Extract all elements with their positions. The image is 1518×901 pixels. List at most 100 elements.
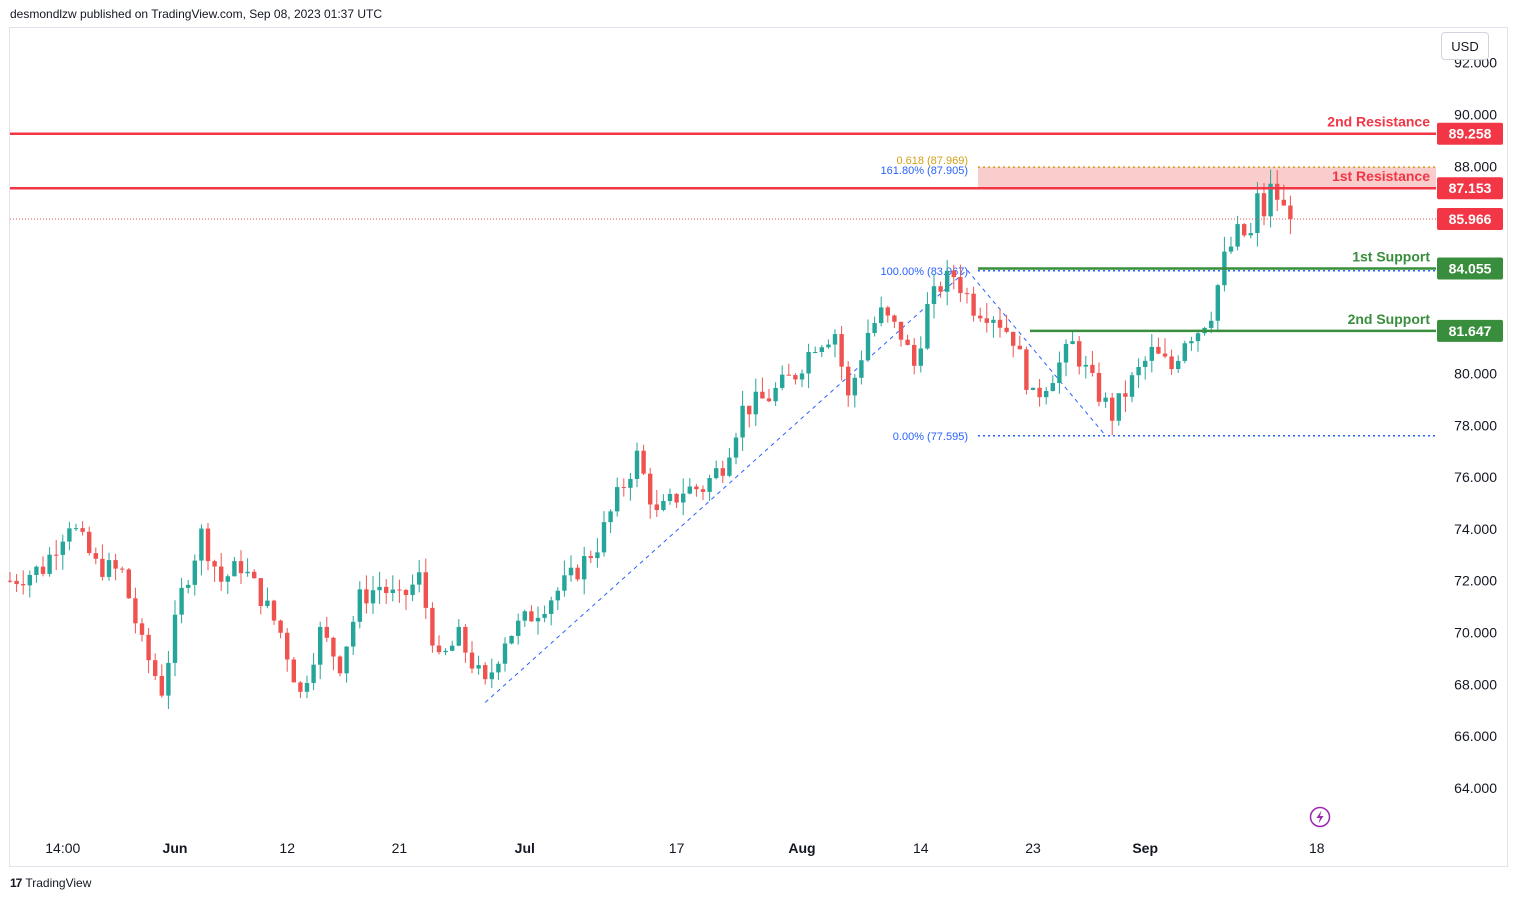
candle-body — [1129, 375, 1135, 397]
candle-body — [417, 572, 422, 585]
candle-body — [106, 560, 112, 577]
y-tick-label: 90.000 — [1454, 107, 1497, 123]
candle-body — [978, 315, 983, 319]
candle-body — [542, 613, 547, 618]
candle-body — [139, 623, 145, 635]
x-tick-label: Aug — [788, 840, 815, 856]
candle-body — [1024, 349, 1029, 390]
candle-body — [1162, 353, 1168, 357]
candle-body — [351, 621, 356, 647]
candle-body — [1143, 360, 1148, 368]
fib-level-1618-label: 161.80% (87.905) — [881, 165, 968, 177]
candle-body — [146, 634, 151, 661]
candle-body — [232, 561, 237, 577]
candle-body — [199, 528, 204, 561]
candle-body — [384, 586, 389, 594]
candle-body — [568, 567, 574, 576]
candle-body — [753, 391, 758, 415]
candle-body — [918, 348, 923, 366]
candle-body — [912, 344, 917, 366]
candle-body — [780, 374, 785, 388]
candle-body — [793, 375, 798, 380]
x-tick-label: 17 — [669, 840, 685, 856]
candle-body — [951, 270, 956, 278]
candle-body — [925, 304, 930, 349]
candle-body — [1288, 205, 1293, 219]
candle-body — [1004, 327, 1009, 332]
candle-body — [370, 590, 376, 604]
candle-body — [463, 626, 468, 653]
candle-body — [502, 643, 508, 664]
candle-body — [661, 500, 666, 511]
candle-body — [403, 589, 409, 596]
candle-body — [291, 659, 296, 683]
candle-body — [179, 587, 184, 615]
2nd-resistance-price-label: 89.258 — [1449, 126, 1492, 142]
candle-body — [285, 632, 290, 660]
candle-body — [997, 319, 1003, 328]
last-price-label: 85.966 — [1449, 211, 1492, 227]
y-tick-label: 72.000 — [1454, 573, 1497, 589]
candle-body — [1083, 364, 1088, 367]
footer-brand-label: TradingView — [25, 876, 92, 890]
candle-body — [364, 589, 369, 604]
candle-body — [436, 645, 442, 653]
candle-body — [60, 541, 65, 555]
x-tick-label: 18 — [1309, 840, 1325, 856]
candle-body — [648, 473, 653, 505]
candle-body — [7, 580, 13, 582]
candle-body — [601, 522, 607, 553]
candle-body — [687, 486, 692, 494]
candle-body — [390, 589, 395, 594]
candle-body — [859, 360, 864, 378]
candle-body — [14, 580, 19, 585]
candle-body — [958, 277, 963, 294]
candle-body — [654, 504, 659, 511]
candles — [7, 169, 1293, 709]
candle-body — [212, 561, 217, 567]
candle-body — [522, 611, 527, 621]
candle-body — [898, 321, 904, 340]
candle-body — [628, 478, 633, 488]
candle-body — [766, 398, 772, 402]
candle-body — [450, 645, 455, 651]
candle-body — [747, 405, 752, 415]
x-tick-label: 14:00 — [45, 840, 80, 856]
candle-body — [799, 373, 805, 380]
y-tick-label: 80.000 — [1454, 366, 1497, 382]
candle-body — [694, 486, 699, 490]
candle-body — [681, 493, 686, 503]
candle-body — [1182, 343, 1187, 361]
candle-body — [892, 315, 897, 322]
candle-body — [562, 575, 567, 591]
candle-body — [1255, 193, 1260, 234]
1st-support-price-label: 84.055 — [1449, 260, 1492, 276]
lightning-icon[interactable] — [1309, 806, 1331, 828]
candle-body — [1090, 364, 1095, 373]
x-tick-label: 21 — [392, 840, 408, 856]
1st-resistance-price-tag — [1437, 177, 1503, 200]
candle-body — [700, 489, 706, 492]
currency-button[interactable]: USD — [1441, 32, 1489, 60]
candle-body — [126, 569, 131, 599]
candle-body — [311, 664, 316, 684]
footer-brand[interactable]: 17 TradingView — [10, 876, 91, 890]
2nd-support-price-label: 81.647 — [1449, 323, 1492, 339]
candle-body — [1281, 199, 1286, 206]
candle-body — [991, 319, 996, 323]
candle-body — [674, 493, 679, 503]
candle-body — [1156, 346, 1161, 354]
candle-body — [469, 652, 475, 669]
candle-body — [931, 286, 937, 305]
y-tick-label: 70.000 — [1454, 625, 1497, 641]
x-tick-label: 14 — [913, 840, 929, 856]
candle-body — [1228, 246, 1234, 252]
last-price-tag — [1437, 207, 1503, 230]
candle-body — [634, 450, 640, 479]
x-tick-label: Sep — [1132, 840, 1158, 856]
2nd-resistance-label: 2nd Resistance — [1327, 114, 1430, 130]
candle-body — [34, 566, 39, 576]
candle-body — [1116, 393, 1121, 421]
candle-body — [93, 553, 98, 559]
